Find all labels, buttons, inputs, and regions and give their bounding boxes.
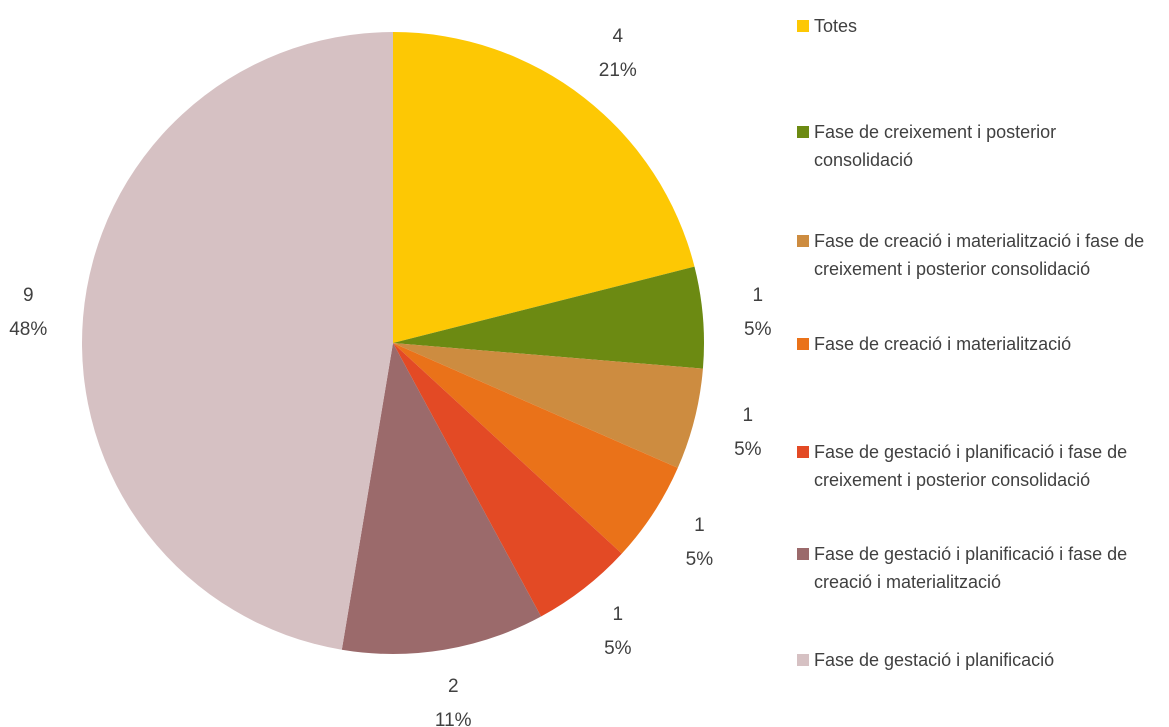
- legend-swatch: [797, 126, 809, 138]
- value-label: 1: [743, 405, 754, 426]
- percent-label: 48%: [9, 319, 47, 340]
- legend-label: Totes: [814, 16, 858, 36]
- pie-slice: [393, 343, 678, 554]
- legend-item: Fase de creació i materialització: [797, 330, 1157, 358]
- legend-item: Fase de gestació i planificació: [797, 646, 1157, 674]
- legend-label: Fase de gestació i planificació: [814, 650, 1055, 670]
- legend-swatch: [797, 446, 809, 458]
- percent-label: 5%: [604, 638, 632, 659]
- legend-swatch: [797, 338, 809, 350]
- pie-slice: [341, 343, 542, 654]
- legend-item: Fase de creixement i posterior consolida…: [797, 118, 1157, 174]
- pie-slice: [393, 343, 703, 468]
- value-label: 1: [694, 515, 705, 536]
- pie-slice: [393, 343, 622, 617]
- legend-label: Fase de creació i materialització: [814, 334, 1072, 354]
- percent-label: 5%: [686, 549, 714, 570]
- legend-swatch: [797, 235, 809, 247]
- pie-slice: [82, 32, 393, 650]
- value-label: 9: [23, 285, 34, 306]
- value-label: 4: [613, 26, 624, 47]
- value-label: 2: [448, 676, 459, 697]
- percent-label: 5%: [744, 319, 772, 340]
- value-label: 1: [613, 604, 624, 625]
- percent-label: 5%: [734, 439, 762, 460]
- legend-label: Fase de creació i materialització i fase…: [814, 231, 1145, 279]
- pie-slice: [393, 266, 704, 369]
- legend-item: Fase de gestació i planificació i fase d…: [797, 438, 1157, 494]
- percent-label: 11%: [435, 710, 472, 727]
- legend-item: Fase de creació i materialització i fase…: [797, 227, 1157, 283]
- legend-label: Fase de creixement i posterior consolida…: [814, 122, 1057, 170]
- legend-swatch: [797, 654, 809, 666]
- legend-item: Fase de gestació i planificació i fase d…: [797, 540, 1157, 596]
- value-label: 1: [752, 285, 763, 306]
- legend-label: Fase de gestació i planificació i fase d…: [814, 442, 1128, 490]
- percent-label: 21%: [599, 60, 637, 81]
- legend-swatch: [797, 548, 809, 560]
- legend-item: Totes: [797, 12, 1157, 40]
- pie-slice: [393, 32, 695, 343]
- legend-label: Fase de gestació i planificació i fase d…: [814, 544, 1128, 592]
- legend-swatch: [797, 20, 809, 32]
- chart: 4 21% 1 5% 1 5% 1 5% 1 5% 2 11% 9 48%: [9, 26, 772, 727]
